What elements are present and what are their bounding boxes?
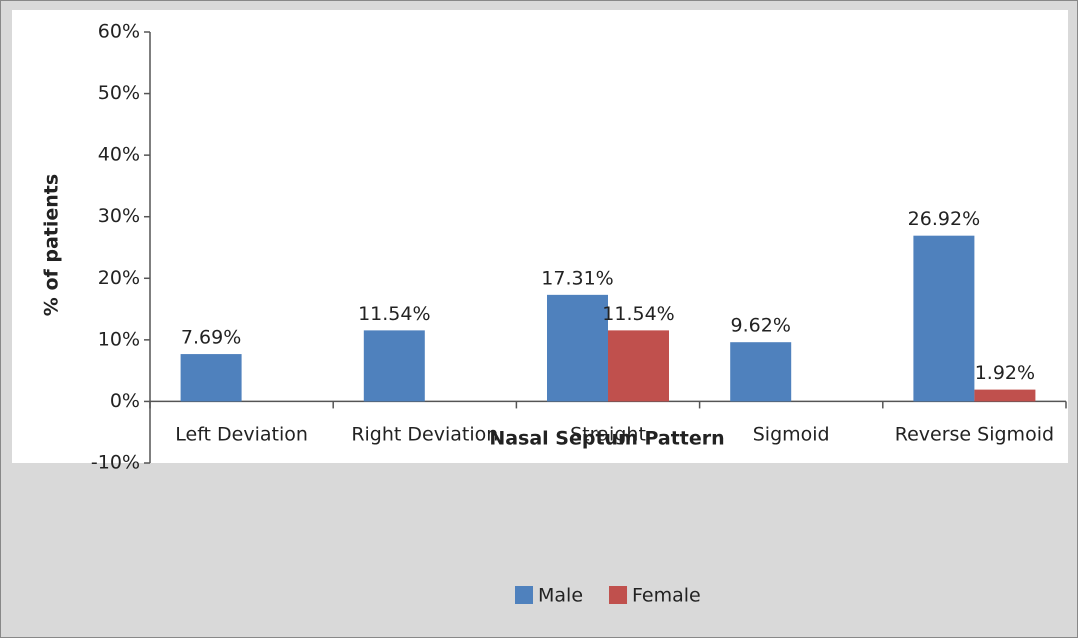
bar (974, 389, 1036, 402)
data-label: 1.92% (975, 362, 1035, 384)
legend-label: Male (538, 585, 583, 607)
x-tick-label: Left Deviation (175, 424, 308, 446)
data-label: 7.69% (181, 327, 241, 349)
bar (363, 330, 425, 402)
bar (180, 354, 242, 402)
data-label: 17.31% (541, 267, 613, 289)
x-tick-label: Sigmoid (753, 424, 830, 446)
y-tick-label: 20% (98, 267, 140, 289)
legend-swatch (609, 586, 628, 604)
x-tick-label: Straight (570, 424, 646, 446)
bar (913, 235, 975, 402)
x-axis-title: Nasal Septum Pattern (489, 428, 724, 450)
chart-area (12, 10, 1068, 463)
x-tick-label: Right Deviation (351, 424, 498, 446)
data-label: 9.62% (731, 315, 791, 337)
bar (730, 342, 792, 402)
y-tick-label: -10% (91, 452, 140, 474)
x-tick-label: Reverse Sigmoid (895, 424, 1054, 446)
y-tick-label: 0% (110, 390, 140, 412)
y-tick-label: 30% (98, 205, 140, 227)
data-label: 11.54% (602, 303, 674, 325)
data-label: 11.54% (358, 303, 430, 325)
data-label: 26.92% (908, 208, 980, 230)
y-axis-title: % of patients (41, 174, 63, 316)
bar (547, 294, 608, 402)
y-tick-label: 40% (98, 144, 140, 166)
legend-swatch (515, 586, 533, 604)
y-tick-label: 60% (98, 21, 140, 43)
legend-label: Female (632, 585, 701, 607)
bar (608, 330, 669, 402)
y-tick-label: 50% (98, 82, 140, 104)
y-tick-label: 10% (98, 328, 140, 350)
